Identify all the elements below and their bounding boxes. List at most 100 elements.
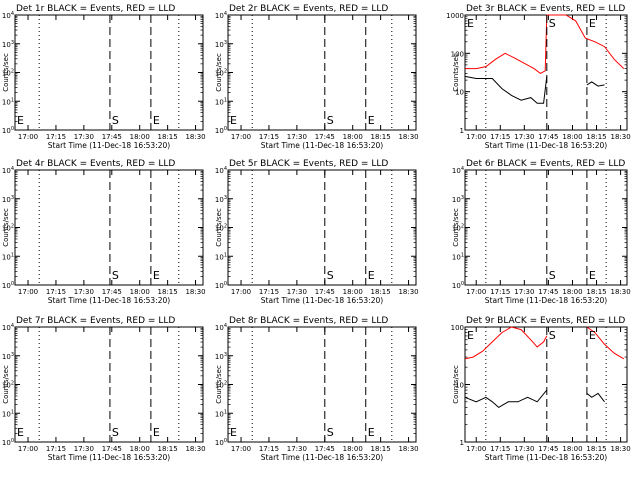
- marker-label-e: E: [17, 114, 24, 127]
- marker-label-e: E: [368, 114, 375, 127]
- x-tick-label: 18:30: [185, 445, 205, 453]
- x-tick-label: 17:15: [259, 445, 279, 453]
- x-axis-label: Start Time (11-Dec-18 16:53:20): [485, 453, 607, 462]
- y-tick-label: 102: [2, 224, 14, 233]
- marker-label-e: E: [368, 426, 375, 439]
- marker-label-e: E: [153, 426, 160, 439]
- panel-frame: [464, 14, 628, 131]
- lld-series-line: [464, 326, 548, 360]
- x-tick-label: 17:00: [466, 133, 486, 141]
- x-tick-label: 17:15: [46, 133, 66, 141]
- panel-5: Det 5r BLACK = Events, RED = LLD Counts/s…: [215, 159, 419, 305]
- y-axis-label: Counts/sec: [452, 53, 460, 92]
- x-tick-label: 17:30: [514, 288, 534, 296]
- y-tick-exponent: 3: [224, 352, 227, 358]
- x-tick-label: 17:15: [259, 288, 279, 296]
- x-tick-label: 17:30: [74, 133, 94, 141]
- x-tick-label: 17:15: [46, 288, 66, 296]
- marker-label-s: S: [327, 114, 334, 127]
- y-tick-label: 101: [215, 409, 227, 418]
- y-tick-label: 102: [215, 224, 227, 233]
- y-tick-exponent: 2: [224, 381, 227, 387]
- y-tick-label: 104: [2, 323, 14, 332]
- marker-label-s: S: [549, 329, 556, 342]
- y-tick-exponent: 1: [224, 252, 227, 258]
- x-tick-label: 18:30: [610, 133, 630, 141]
- y-tick-label: 104: [2, 11, 14, 20]
- x-axis-label: Start Time (11-Dec-18 16:53:20): [48, 296, 170, 305]
- y-tick-exponent: 0: [11, 438, 14, 444]
- y-tick-label: 100: [452, 281, 464, 290]
- marker-label-s: S: [112, 114, 119, 127]
- x-tick-label: 18:15: [158, 133, 178, 141]
- y-axis-label: Counts/sec: [215, 208, 223, 247]
- y-axis-label: Counts/sec: [452, 365, 460, 404]
- y-axis-label: Counts/sec: [2, 53, 10, 92]
- x-tick-label: 18:15: [158, 288, 178, 296]
- x-tick-label: 18:00: [130, 133, 150, 141]
- y-tick-exponent: 1: [11, 409, 14, 415]
- marker-label-e: E: [368, 269, 375, 282]
- y-tick-exponent: 3: [11, 195, 14, 201]
- marker-label-e: E: [467, 17, 474, 30]
- y-tick-label: 104: [215, 166, 227, 175]
- y-tick-label: 100: [2, 281, 14, 290]
- y-tick-label: 10: [455, 89, 464, 97]
- y-tick-exponent: 3: [461, 195, 464, 201]
- y-tick-label: 103: [215, 40, 227, 49]
- y-tick-label: 100: [2, 438, 14, 447]
- y-tick-exponent: 3: [11, 352, 14, 358]
- marker-label-s: S: [112, 426, 119, 439]
- x-tick-label: 18:30: [398, 133, 418, 141]
- x-tick-label: 17:00: [18, 445, 38, 453]
- lld-series-line: [586, 326, 625, 360]
- panel-title: Det 2r BLACK = Events, RED = LLD: [229, 4, 388, 14]
- x-tick-label: 18:30: [398, 445, 418, 453]
- y-tick-exponent: 2: [11, 69, 14, 75]
- y-axis-label: Counts/sec: [215, 53, 223, 92]
- x-tick-label: 18:15: [586, 133, 606, 141]
- x-tick-label: 17:45: [538, 133, 558, 141]
- x-tick-label: 18:00: [562, 445, 582, 453]
- panel-frame: [464, 169, 628, 286]
- y-tick-label: 1: [460, 439, 464, 447]
- x-tick-label: 17:15: [490, 445, 510, 453]
- x-tick-label: 18:15: [371, 133, 391, 141]
- x-tick-label: 17:45: [102, 445, 122, 453]
- y-tick-label: 102: [2, 69, 14, 78]
- panel-8: Det 8r BLACK = Events, RED = LLD Counts/s…: [215, 316, 419, 462]
- marker-label-e: E: [589, 329, 596, 342]
- x-tick-label: 18:15: [371, 445, 391, 453]
- y-tick-label: 101: [215, 97, 227, 106]
- y-tick-label: 102: [215, 381, 227, 390]
- y-tick-exponent: 4: [11, 323, 14, 329]
- y-tick-label: 101: [215, 252, 227, 261]
- panel-title: Det 9r BLACK = Events, RED = LLD: [466, 316, 625, 326]
- y-tick-exponent: 1: [224, 409, 227, 415]
- y-tick-exponent: 0: [11, 281, 14, 287]
- panel-7: Det 7r BLACK = Events, RED = LLD Counts/s…: [2, 316, 206, 462]
- x-tick-label: 17:45: [102, 288, 122, 296]
- x-tick-label: 18:30: [398, 288, 418, 296]
- x-tick-label: 18:00: [343, 288, 363, 296]
- x-tick-label: 17:30: [287, 288, 307, 296]
- events-series-line: [586, 81, 605, 87]
- x-tick-label: 18:30: [610, 288, 630, 296]
- panel-2: Det 2r BLACK = Events, RED = LLD Counts/s…: [215, 4, 419, 150]
- x-tick-label: 18:00: [130, 445, 150, 453]
- x-axis-label: Start Time (11-Dec-18 16:53:20): [48, 141, 170, 150]
- y-tick-label: 100: [451, 324, 464, 332]
- x-tick-label: 17:45: [102, 133, 122, 141]
- y-tick-label: 100: [215, 281, 227, 290]
- y-axis-label: Counts/sec: [2, 365, 10, 404]
- panel-title: Det 5r BLACK = Events, RED = LLD: [229, 159, 388, 169]
- y-tick-exponent: 1: [11, 252, 14, 258]
- x-tick-label: 17:30: [74, 445, 94, 453]
- panel-4: Det 4r BLACK = Events, RED = LLD Counts/s…: [2, 159, 206, 305]
- panel-title: Det 4r BLACK = Events, RED = LLD: [16, 159, 175, 169]
- y-tick-exponent: 3: [224, 40, 227, 46]
- y-tick-label: 101: [2, 97, 14, 106]
- panel-title: Det 7r BLACK = Events, RED = LLD: [16, 316, 175, 326]
- y-tick-label: 104: [215, 323, 227, 332]
- x-axis-label: Start Time (11-Dec-18 16:53:20): [485, 296, 607, 305]
